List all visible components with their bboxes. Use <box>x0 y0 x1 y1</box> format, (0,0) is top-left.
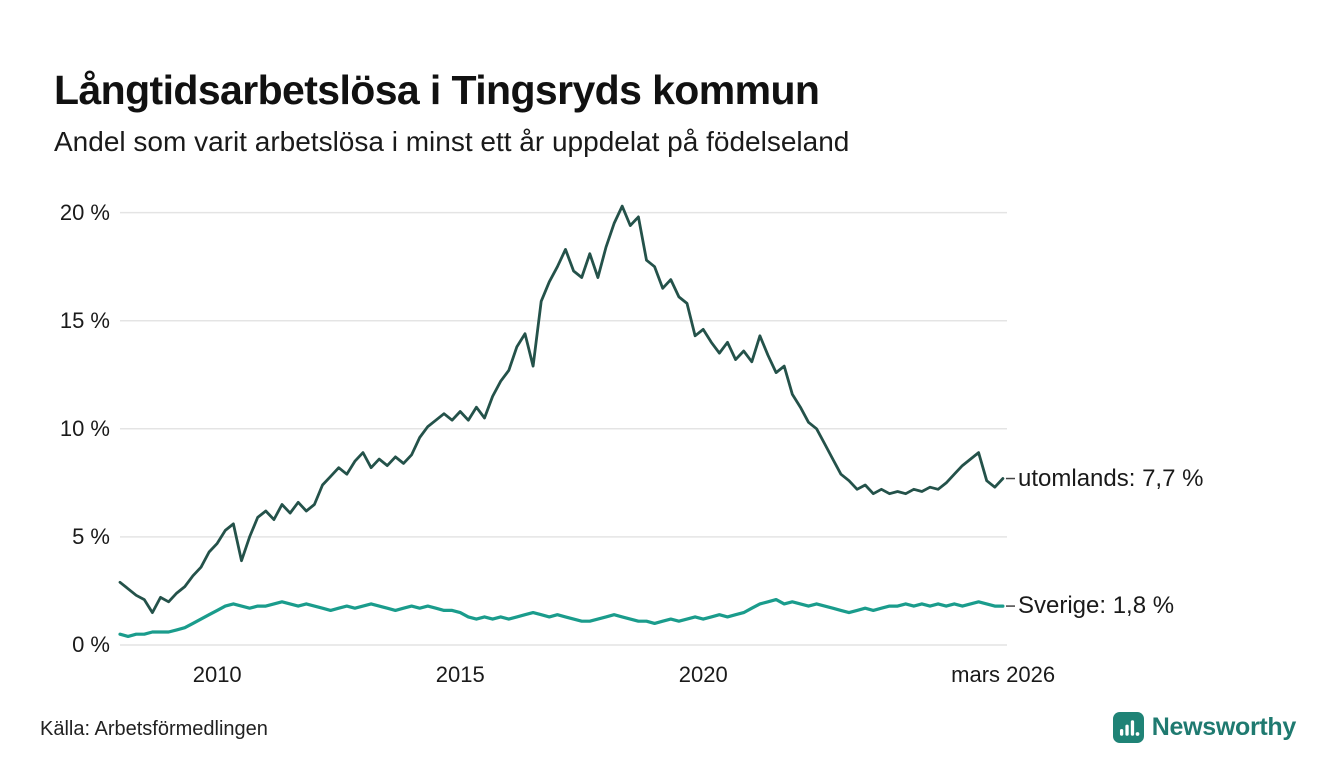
x-axis-label: 2015 <box>435 662 485 687</box>
page-title: Långtidsarbetslösa i Tingsryds kommun <box>54 67 820 114</box>
source-note: Källa: Arbetsförmedlingen <box>40 718 268 740</box>
newsworthy-wordmark: Newsworthy <box>1151 713 1297 741</box>
y-axis-label: 15 % <box>59 307 110 333</box>
newsworthy-logo-icon <box>1112 712 1144 743</box>
x-axis-label: 2020 <box>678 662 728 687</box>
newsworthy-brand-link[interactable]: Newsworthy <box>1112 712 1297 743</box>
series-label-utomlands: utomlands: 7,7 % <box>1018 464 1204 492</box>
y-axis-label: 5 % <box>72 523 110 549</box>
y-axis-label: 20 % <box>59 199 110 225</box>
series-label-sverige: Sverige: 1,8 % <box>1018 592 1175 620</box>
x-axis-label: mars 2026 <box>951 662 1056 687</box>
y-axis-label: 0 % <box>72 632 110 657</box>
y-axis-label: 10 % <box>59 415 110 441</box>
page-subtitle: Andel som varit arbetslösa i minst ett å… <box>54 126 850 157</box>
x-axis-label: 2010 <box>192 662 242 687</box>
